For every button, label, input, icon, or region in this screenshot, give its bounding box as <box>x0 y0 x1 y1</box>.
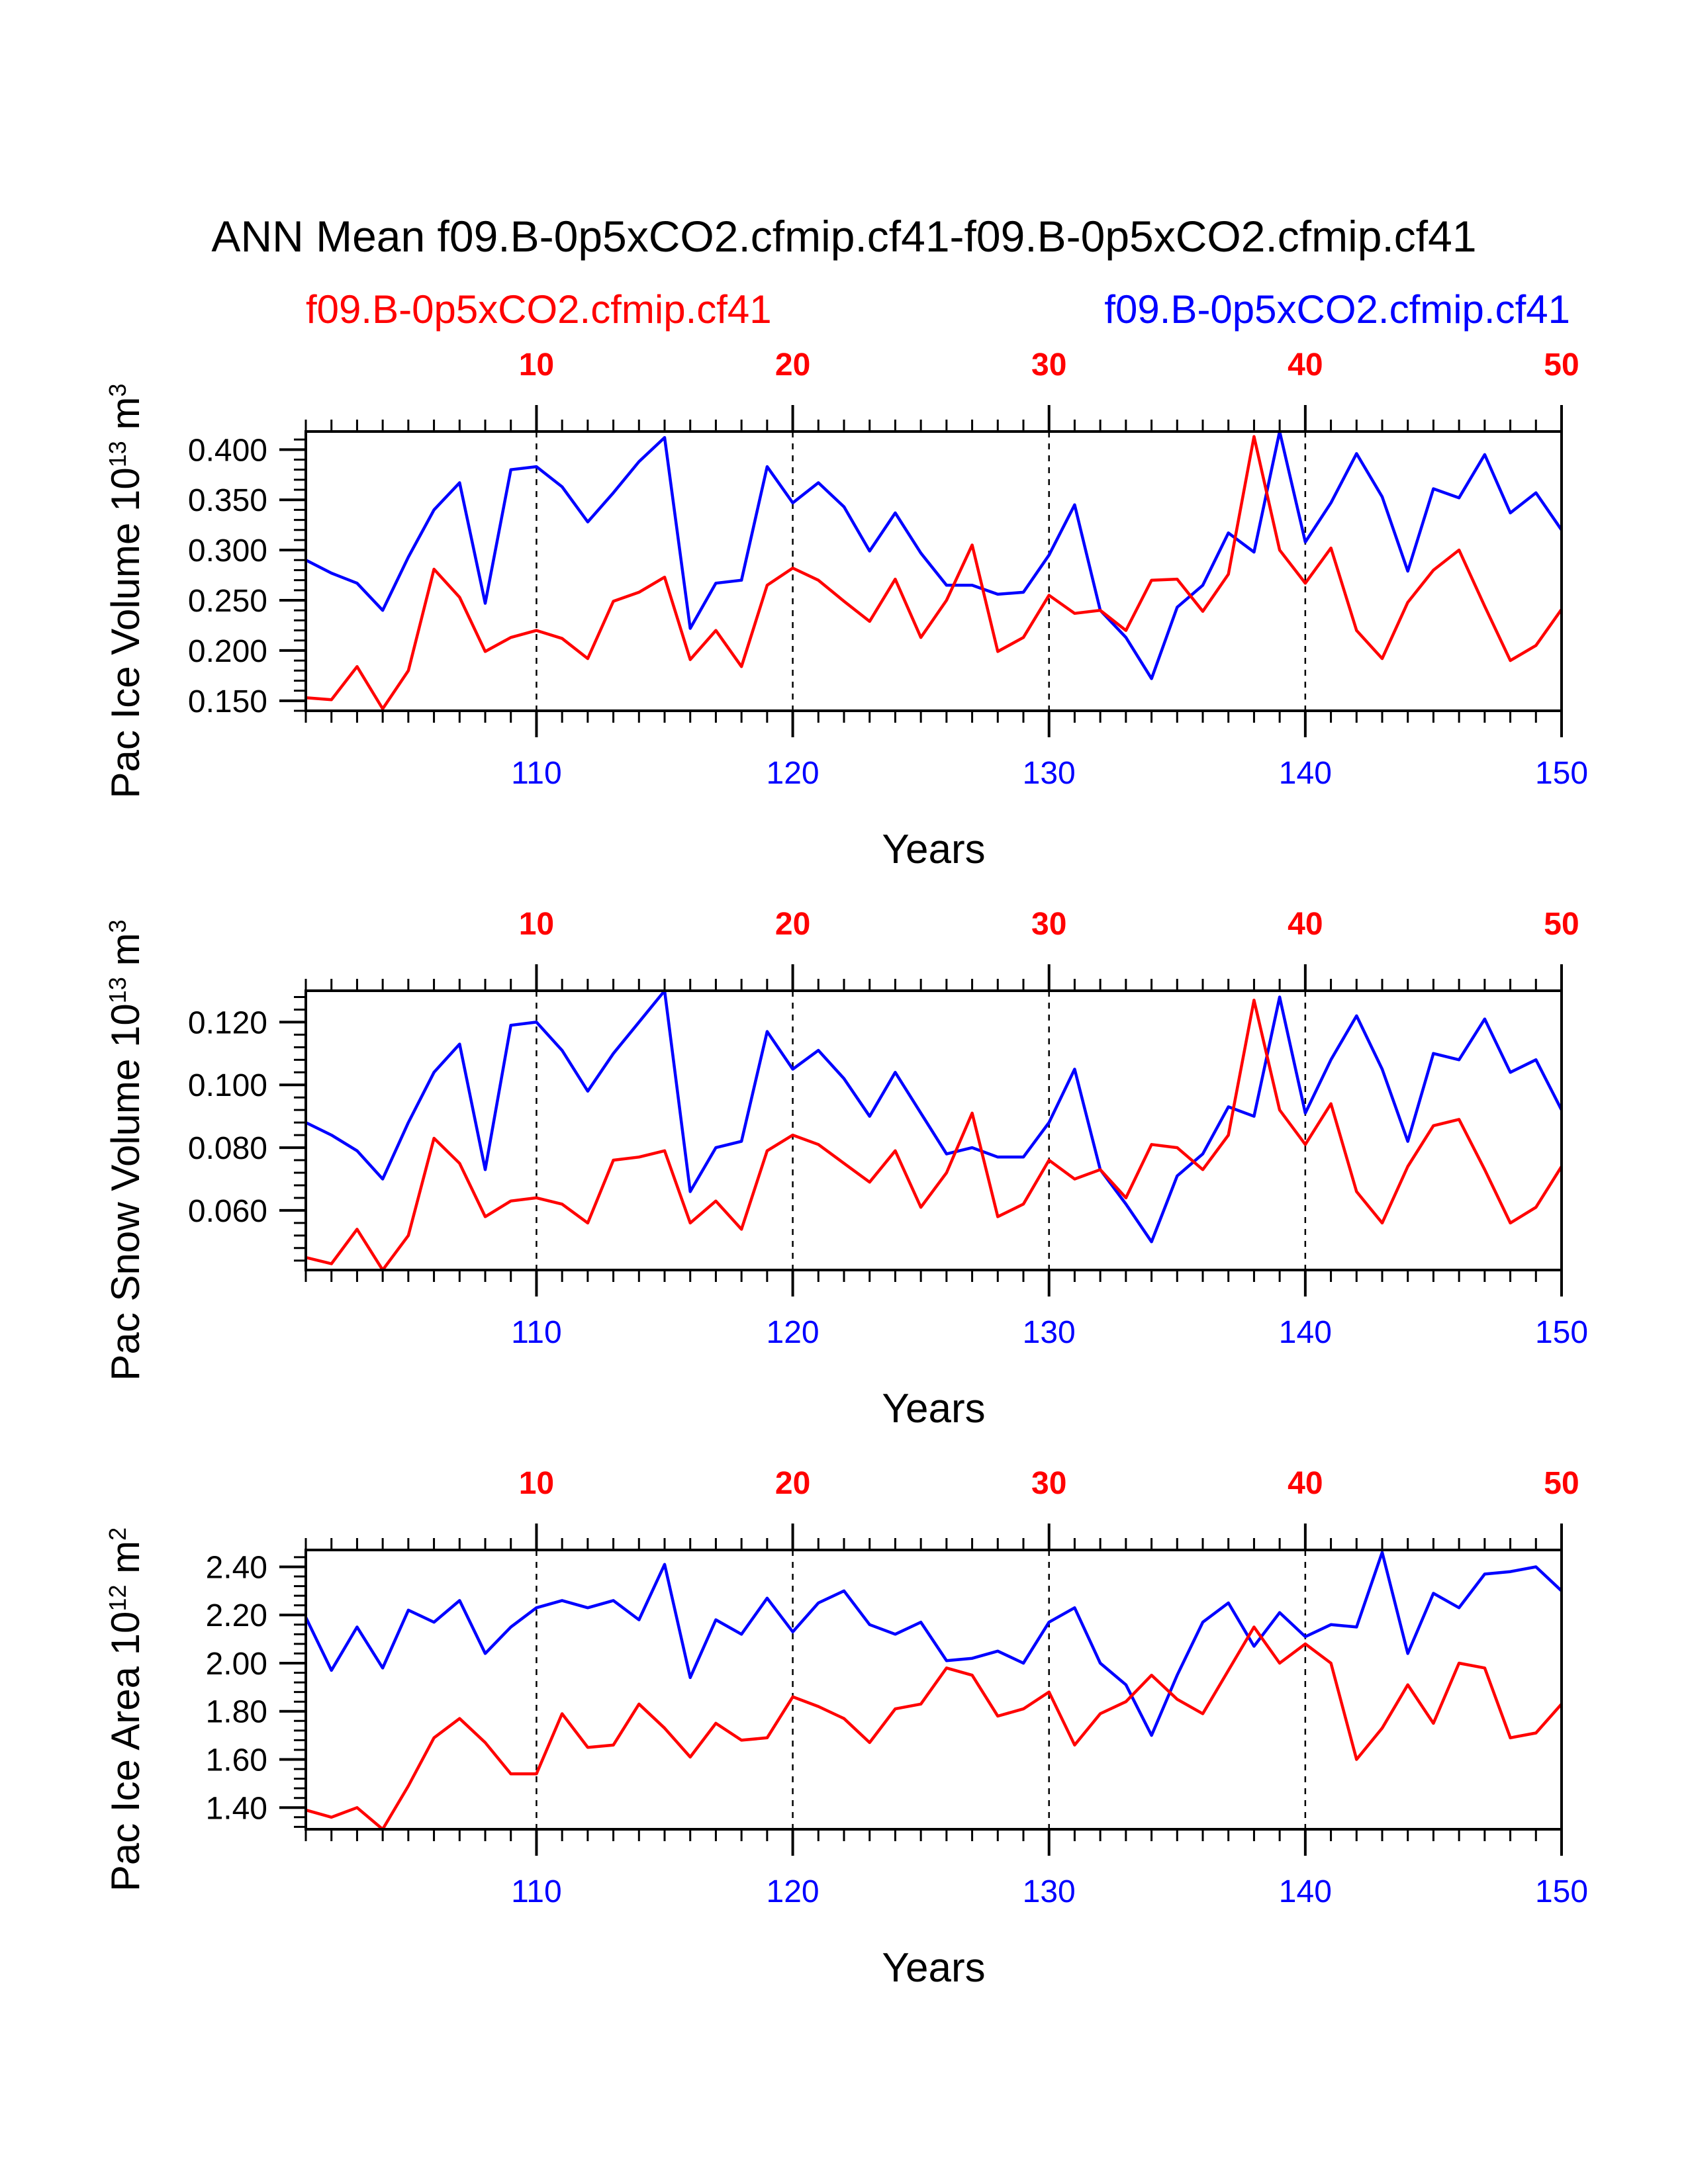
x-tick-label: 150 <box>1535 1874 1588 1909</box>
y-tick-label: 0.300 <box>188 533 267 569</box>
y-tick-label: 0.060 <box>188 1194 267 1229</box>
series-line-blue <box>304 1551 1563 1737</box>
series-line-red <box>305 1625 1563 1831</box>
x-tick-label: 130 <box>1023 1874 1076 1909</box>
y-tick-label: 1.40 <box>206 1791 267 1826</box>
top-tick-label: 30 <box>1031 1466 1066 1501</box>
x-tick-label: 150 <box>1535 756 1588 791</box>
plot-frame <box>305 430 1563 712</box>
series-line-red <box>305 998 1563 1272</box>
top-tick-label: 50 <box>1544 347 1579 383</box>
figure-title: ANN Mean f09.B-0p5xCO2.cfmip.cf41-f09.B-… <box>211 212 1476 261</box>
top-tick-label: 10 <box>519 347 554 383</box>
top-tick-label: 40 <box>1288 347 1323 383</box>
y-tick-label: 0.250 <box>188 584 267 619</box>
y-tick-label: 0.100 <box>188 1068 267 1103</box>
top-tick-label: 50 <box>1544 907 1579 942</box>
legend-red-label: f09.B-0p5xCO2.cfmip.cf41 <box>306 287 772 332</box>
y-tick-label: 0.120 <box>188 1005 267 1040</box>
y-tick-label: 2.40 <box>206 1550 267 1585</box>
top-tick-label: 10 <box>519 907 554 942</box>
x-tick-label: 140 <box>1279 1315 1332 1350</box>
y-axis-title: Pac Snow Volume 1013 m3 <box>103 919 148 1381</box>
top-tick-label: 30 <box>1031 907 1066 942</box>
x-tick-label: 120 <box>767 1315 820 1350</box>
plot-frame <box>305 989 1563 1271</box>
top-tick-label: 50 <box>1544 1466 1579 1501</box>
x-axis-title: Years <box>882 827 985 872</box>
panel-3: 110 120 130 140 150 10 20 30 40 50 1.40 1.60 1.80 2.0… <box>103 1466 1588 1991</box>
legend-blue-label: f09.B-0p5xCO2.cfmip.cf41 <box>1104 287 1570 332</box>
x-axis-title: Years <box>882 1945 985 1991</box>
x-tick-label: 120 <box>767 1874 820 1909</box>
y-tick-label: 0.350 <box>188 483 267 518</box>
x-tick-label: 110 <box>511 1315 562 1350</box>
x-tick-label: 150 <box>1535 1315 1588 1350</box>
y-tick-label: 0.150 <box>188 684 267 719</box>
top-tick-label: 20 <box>775 347 810 383</box>
y-tick-label: 1.80 <box>206 1695 267 1730</box>
top-tick-label: 20 <box>775 907 810 942</box>
x-axis-title: Years <box>882 1386 985 1432</box>
y-tick-label: 0.400 <box>188 433 267 468</box>
x-tick-label: 140 <box>1279 1874 1332 1909</box>
top-tick-label: 20 <box>775 1466 810 1501</box>
x-tick-label: 130 <box>1023 756 1076 791</box>
y-axis-title: Pac Ice Area 1012 m2 <box>103 1527 148 1891</box>
x-tick-label: 110 <box>511 1874 562 1909</box>
y-axis-title: Pac Ice Volume 1013 m3 <box>103 383 148 798</box>
y-tick-label: 0.200 <box>188 634 267 669</box>
series-line-red <box>305 435 1563 711</box>
top-tick-label: 10 <box>519 1466 554 1501</box>
x-tick-label: 130 <box>1023 1315 1076 1350</box>
panel-2: 110 120 130 140 150 10 20 30 40 50 0.060 0.080 0.100… <box>103 907 1588 1432</box>
y-tick-label: 2.00 <box>206 1647 267 1682</box>
x-tick-label: 120 <box>767 756 820 791</box>
panel-1: 110 120 130 140 150 10 20 30 40 50 0.150 0.200 0.250… <box>103 347 1588 872</box>
top-tick-label: 40 <box>1288 1466 1323 1501</box>
series-line-blue <box>305 430 1563 680</box>
y-tick-label: 2.20 <box>206 1598 267 1633</box>
x-tick-label: 110 <box>511 756 562 791</box>
top-tick-label: 30 <box>1031 347 1066 383</box>
y-tick-label: 1.60 <box>206 1743 267 1778</box>
top-tick-label: 40 <box>1288 907 1323 942</box>
plot-frame <box>305 1549 1563 1831</box>
y-tick-label: 0.080 <box>188 1131 267 1166</box>
series-line-blue <box>305 989 1564 1244</box>
x-tick-label: 140 <box>1279 756 1332 791</box>
